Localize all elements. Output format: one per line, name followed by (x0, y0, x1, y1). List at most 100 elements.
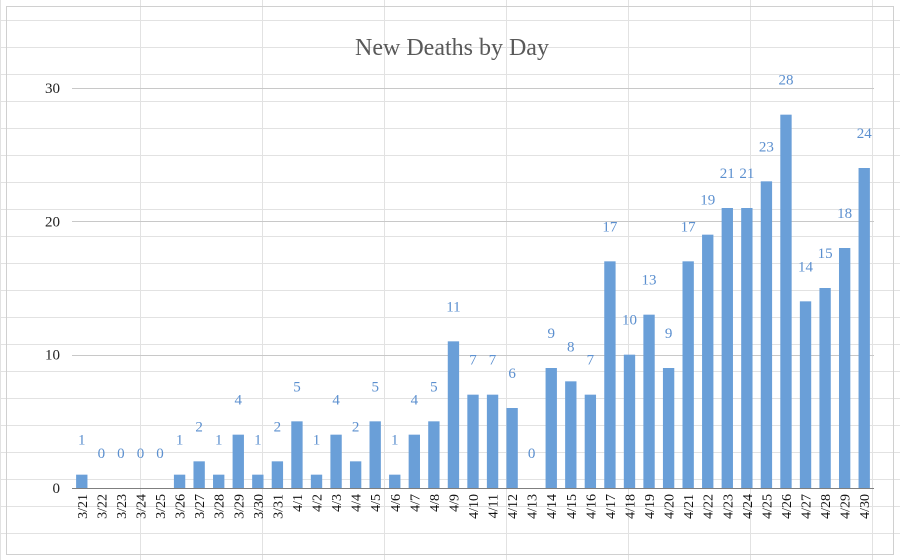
x-tick-label: 3/30 (252, 494, 267, 519)
bar-4-18 (623, 354, 636, 488)
x-tick-label: 4/6 (389, 494, 404, 512)
x-tick-label: 4/27 (800, 494, 815, 519)
data-label: 1 (215, 433, 223, 449)
x-tick-label: 3/25 (154, 494, 169, 519)
bar-4-7 (408, 434, 420, 488)
data-label: 2 (195, 419, 203, 435)
x-tick-label: 4/11 (487, 494, 502, 518)
x-tick-label: 4/8 (428, 494, 443, 512)
data-label: 2 (352, 419, 360, 435)
bar-4-2 (310, 474, 323, 488)
data-label: 17 (681, 219, 697, 235)
x-tick-label: 4/16 (584, 494, 599, 519)
x-tick-label: 4/26 (780, 494, 795, 519)
data-label: 0 (98, 446, 106, 462)
data-label: 28 (778, 73, 793, 89)
data-label: 4 (411, 393, 419, 409)
x-tick-label: 4/29 (839, 494, 854, 519)
chart-title: New Deaths by Day (355, 35, 549, 61)
x-tick-label: 4/15 (565, 494, 580, 519)
x-tick-label: 4/30 (858, 494, 873, 519)
x-tick-label: 4/18 (623, 494, 638, 519)
gridlines (72, 88, 874, 489)
data-label: 0 (156, 446, 164, 462)
x-tick-label: 4/13 (526, 494, 541, 519)
x-tick-label: 4/2 (311, 494, 326, 512)
bar-4-19 (643, 314, 655, 488)
x-tick-label: 3/21 (76, 494, 91, 519)
bar-4-9 (447, 341, 460, 488)
bars (76, 114, 870, 489)
x-tick-label: 3/29 (232, 494, 247, 519)
x-tick-label: 4/17 (604, 494, 619, 519)
bar-4-14 (545, 368, 557, 488)
data-label: 11 (446, 299, 460, 315)
x-tick-label: 3/22 (95, 494, 110, 519)
bar-4-21 (682, 261, 694, 488)
bar-3-29 (232, 434, 244, 488)
data-label: 4 (235, 393, 243, 409)
y-tick-label: 30 (45, 81, 60, 97)
data-label: 17 (602, 219, 618, 235)
x-tick-label: 3/23 (115, 494, 130, 519)
bar-4-25 (760, 181, 773, 489)
x-tick-label: 4/20 (663, 494, 678, 519)
x-tick-label: 4/3 (330, 494, 345, 512)
bar-4-30 (858, 168, 870, 488)
data-label: 7 (489, 353, 497, 369)
bar-4-27 (799, 301, 812, 488)
x-tick-label: 4/25 (760, 494, 775, 519)
data-label: 9 (547, 326, 555, 342)
bar-4-24 (741, 208, 753, 488)
bar-4-4 (349, 461, 362, 488)
data-label: 0 (137, 446, 145, 462)
bar-3-27 (193, 461, 205, 488)
data-label: 5 (430, 379, 438, 395)
data-label: 2 (274, 419, 282, 435)
bar-3-28 (213, 474, 225, 488)
x-tick-label: 3/26 (174, 494, 189, 519)
bar-4-28 (819, 288, 831, 488)
bar-3-26 (173, 474, 186, 488)
data-label: 5 (371, 379, 379, 395)
x-tick-label: 4/19 (643, 494, 658, 519)
bar-4-1 (291, 421, 303, 488)
x-tick-label: 4/4 (350, 494, 365, 512)
bar-3-31 (271, 461, 284, 488)
bar-3-30 (252, 474, 264, 488)
data-label: 1 (313, 433, 321, 449)
data-label: 14 (798, 259, 814, 275)
bar-4-20 (662, 368, 675, 488)
data-label: 8 (567, 339, 575, 355)
x-tick-label: 4/28 (819, 494, 834, 519)
bar-4-29 (838, 248, 851, 488)
data-label: 1 (78, 433, 86, 449)
data-label: 18 (837, 206, 852, 222)
data-label: 1 (254, 433, 262, 449)
x-tick-label: 4/21 (682, 494, 697, 519)
x-tick-label: 4/23 (721, 494, 736, 519)
bar-4-3 (330, 434, 342, 488)
x-tick-label: 4/5 (369, 494, 384, 512)
x-axis: 3/21 3/22 3/23 3/24 3/25 3/26 3/27 3/28 3/29 3/30… (76, 494, 873, 519)
data-label: 7 (469, 353, 477, 369)
x-tick-label: 4/24 (741, 494, 756, 519)
x-tick-label: 3/31 (271, 494, 286, 519)
x-tick-label: 4/10 (467, 494, 482, 519)
bar-4-8 (428, 421, 440, 488)
data-label: 0 (117, 446, 125, 462)
x-tick-label: 3/24 (134, 494, 149, 519)
x-tick-label: 4/14 (545, 494, 560, 519)
x-tick-label: 4/7 (408, 494, 423, 512)
y-axis: 0 10 20 30 (45, 81, 60, 497)
data-label: 13 (642, 273, 657, 289)
x-tick-label: 3/27 (193, 494, 208, 519)
data-label: 23 (759, 139, 774, 155)
data-label: 9 (665, 326, 673, 342)
x-tick-label: 3/28 (213, 494, 228, 519)
data-label: 15 (818, 246, 833, 262)
bar-4-11 (486, 394, 499, 488)
data-label: 1 (391, 433, 399, 449)
y-tick-label: 20 (45, 214, 60, 230)
